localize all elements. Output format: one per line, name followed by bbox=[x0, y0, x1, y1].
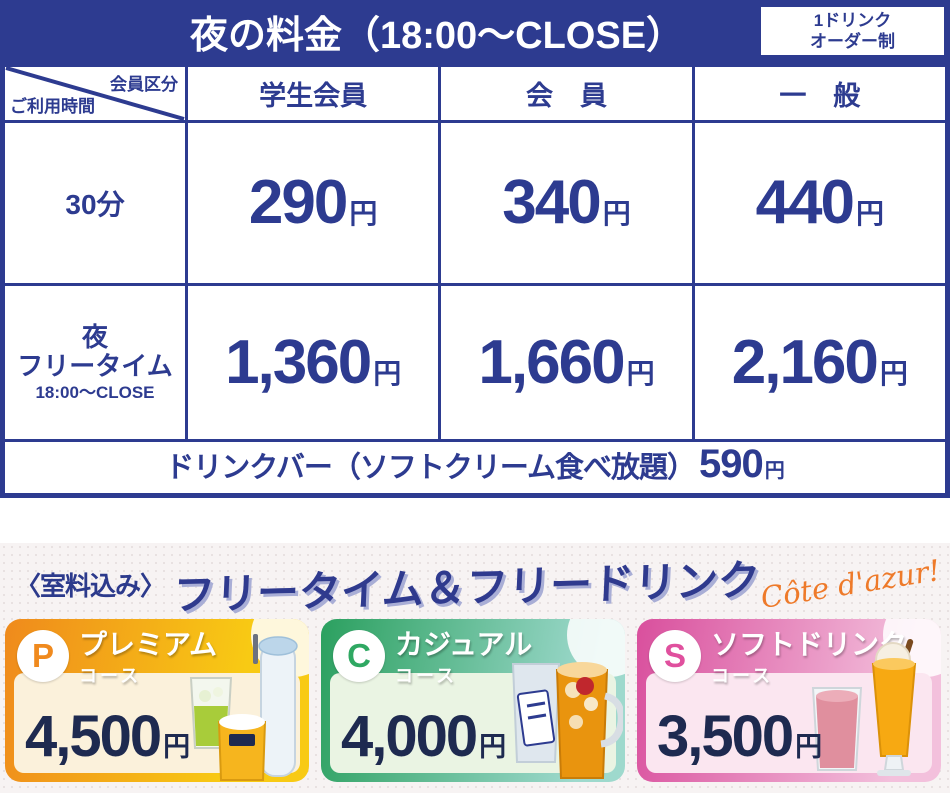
yen-unit: 円 bbox=[349, 198, 378, 229]
yen-unit: 円 bbox=[626, 357, 655, 389]
row-label-30min: 30分 bbox=[5, 123, 185, 283]
course-name: カジュアル bbox=[395, 629, 533, 660]
price-table: 会員区分 ご利用時間 学生会員 会 員 一 般 30分 290 円 340 円 44… bbox=[0, 62, 950, 498]
column-header-student: 学生会員 bbox=[188, 67, 439, 120]
yen-unit: 円 bbox=[856, 198, 885, 229]
course-sub-label: コース bbox=[395, 666, 458, 687]
price-amount: 290 bbox=[248, 168, 348, 237]
price-amount: 2,160 bbox=[731, 327, 879, 397]
yen-unit: 円 bbox=[764, 460, 785, 482]
yen-unit: 円 bbox=[479, 732, 507, 762]
cote-dazur-logo: Côte d'azur! bbox=[758, 553, 943, 615]
price-30min-student: 290 円 bbox=[188, 123, 439, 283]
price-freetime-member: 1,660 円 bbox=[441, 286, 692, 439]
drinkbar-row: ドリンクバー（ソフトクリーム食べ放題） 590 円 bbox=[5, 442, 945, 493]
softdrink-letter-badge: S bbox=[649, 630, 701, 682]
price-30min-member: 340 円 bbox=[441, 123, 692, 283]
price-freetime-general: 2,160 円 bbox=[694, 286, 945, 439]
freetime-freedrink-section: 〈室料込み〉 フリータイム＆フリードリンク Côte d'azur! P プレミ… bbox=[0, 543, 950, 793]
drinkbar-price: 590 bbox=[698, 442, 764, 486]
yen-unit: 円 bbox=[602, 198, 631, 229]
course-name: ソフトドリンク bbox=[711, 629, 908, 660]
diagonal-divider-icon bbox=[5, 67, 185, 120]
price-freetime-student: 1,360 円 bbox=[188, 286, 439, 439]
course-sub-label: コース bbox=[711, 666, 774, 687]
corner-cell: 会員区分 ご利用時間 bbox=[5, 67, 185, 120]
yen-unit: 円 bbox=[795, 732, 823, 762]
column-header-member: 会 員 bbox=[441, 67, 692, 120]
corner-label-usage-time: ご利用時間 bbox=[10, 97, 95, 116]
course-price: 4,500 bbox=[25, 704, 162, 769]
column-header-general: 一 般 bbox=[694, 67, 945, 120]
card-premium-course: P プレミアム コース bbox=[5, 619, 309, 782]
course-cards: P プレミアム コース bbox=[5, 619, 945, 782]
casual-letter-badge: C bbox=[333, 630, 385, 682]
card-softdrink-course: S ソフトドリンク コース bbox=[637, 619, 941, 782]
spacer bbox=[0, 498, 950, 543]
row-label-night-freetime: 夜 フリータイム 18:00～CLOSE bbox=[5, 286, 185, 439]
drinkbar-label: ドリンクバー（ソフトクリーム食べ放題） bbox=[165, 452, 696, 484]
course-price: 4,000 bbox=[341, 704, 478, 769]
price-amount: 440 bbox=[755, 168, 855, 237]
course-name: プレミアム bbox=[79, 629, 218, 660]
night-price-header: 夜の料金（18:00～CLOSE） 1ドリンク オーダー制 bbox=[0, 0, 950, 62]
freetime-label-night: 夜 bbox=[81, 322, 108, 353]
badge-line1: 1ドリンク bbox=[813, 10, 892, 30]
card-casual-course: C カジュアル コース bbox=[321, 619, 625, 782]
corner-label-member-type: 会員区分 bbox=[110, 75, 178, 94]
yen-unit: 円 bbox=[373, 357, 402, 389]
course-sub-label: コース bbox=[79, 666, 142, 687]
price-amount: 340 bbox=[502, 168, 601, 237]
casual-drinks-icon bbox=[511, 662, 623, 779]
softdrink-drinks-icon bbox=[811, 638, 917, 776]
courses-header: 〈室料込み〉 フリータイム＆フリードリンク Côte d'azur! bbox=[5, 553, 945, 618]
badge-line2: オーダー制 bbox=[810, 32, 895, 51]
course-price: 3,500 bbox=[657, 704, 794, 769]
page-title: 夜の料金（18:00～CLOSE） bbox=[189, 14, 685, 57]
one-drink-order-badge: 1ドリンク オーダー制 bbox=[761, 7, 944, 55]
premium-letter-badge: P bbox=[17, 630, 69, 682]
price-30min-general: 440 円 bbox=[694, 123, 945, 283]
price-amount: 1,660 bbox=[478, 327, 625, 397]
yen-unit: 円 bbox=[879, 357, 908, 389]
price-amount: 1,360 bbox=[225, 327, 372, 397]
freetime-label-name: フリータイム bbox=[17, 351, 173, 382]
freetime-freedrink-title: フリータイム＆フリードリンク bbox=[171, 555, 761, 619]
room-fee-included-label: 〈室料込み〉 bbox=[15, 570, 166, 601]
freetime-label-hours: 18:00～CLOSE bbox=[35, 382, 155, 402]
yen-unit: 円 bbox=[163, 732, 191, 762]
premium-drinks-icon bbox=[189, 634, 298, 781]
